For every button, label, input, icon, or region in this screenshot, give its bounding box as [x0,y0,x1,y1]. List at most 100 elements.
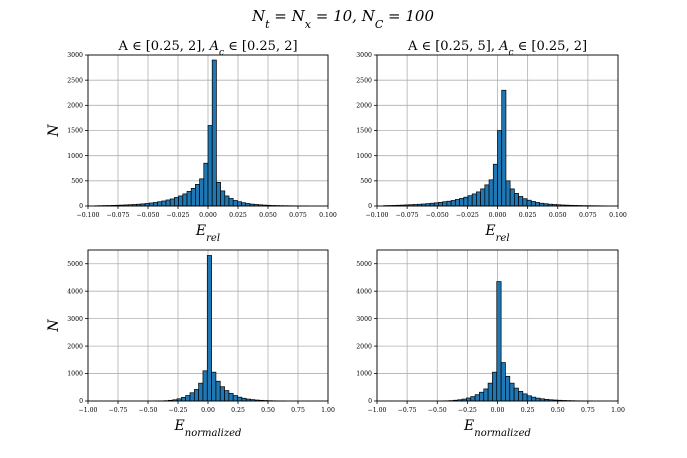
x-tick-label: 0.050 [549,212,567,219]
y-tick-label: 5000 [67,261,83,268]
histogram-bar [505,375,511,402]
y-tick-label: 2000 [67,343,83,350]
x-tick-label: −0.50 [139,407,158,414]
histogram-bar [509,188,515,207]
x-tick-label: −0.050 [137,212,160,219]
histogram-bar [484,184,490,207]
histogram-top-left: −0.100 −0.075 −0.050 −0.025 0.000 0.025 0.050 0… [46,39,337,244]
y-tick-label: 2000 [67,103,83,110]
histogram-bar [514,193,519,207]
x-axis-label: Erel [484,223,509,244]
x-tick-label: −0.50 [428,407,447,414]
y-tick-label: 3000 [67,52,83,59]
histogram-bar [501,89,507,207]
x-tick-label: 0.075 [289,212,307,219]
histogram-bar [476,191,481,207]
x-tick-label: 0.025 [229,212,247,219]
x-tick-label: −1.00 [79,407,98,414]
y-tick-label: 1000 [356,371,372,378]
histogram-bar [219,386,225,402]
histogram-bar [206,255,212,402]
x-tick-label: 0.25 [521,407,535,414]
histogram-bar [442,201,448,207]
histogram-bar [492,371,498,402]
histogram-bar [169,198,175,207]
y-tick-label: 0 [79,398,83,405]
y-axis-label: N [46,319,62,333]
x-axis-label: Erel [195,223,220,244]
histogram-bar [522,198,528,207]
histogram-bar [438,202,444,207]
y-tick-label: 2000 [356,103,372,110]
y-tick-label: 0 [368,203,372,210]
y-tick-label: 2500 [67,77,83,84]
histogram-bar [189,392,195,402]
x-tick-label: −0.025 [167,212,190,219]
y-tick-label: 1000 [67,153,83,160]
histogram-bar [531,396,537,402]
histogram-bar [459,198,465,207]
x-tick-label: −0.025 [456,212,479,219]
histogram-bar [505,180,511,207]
histogram-bar [466,397,472,402]
x-tick-label: −0.25 [458,407,477,414]
x-tick-label: 0.100 [609,212,627,219]
histogram-bar [224,390,230,402]
histogram-bar [216,181,221,207]
histogram-bar [535,202,541,207]
y-tick-label: 1500 [356,128,372,135]
y-tick-label: 1000 [356,153,372,160]
histogram-bar [174,197,179,207]
y-tick-label: 3000 [67,316,83,323]
histogram-bar [232,395,238,402]
figure-suptitle: Nt = Nx = 10, NC = 100 [251,7,434,31]
histogram-bar [148,202,154,207]
y-tick-label: 1500 [67,128,83,135]
histogram-bar [178,195,184,207]
histogram-bar [186,191,192,207]
y-tick-label: 1000 [67,371,83,378]
histogram-bar [241,202,247,207]
histogram-bar [450,200,456,207]
histogram-bar [161,200,167,207]
x-tick-label: 0.75 [581,407,595,414]
x-tick-label: 0.00 [491,407,505,414]
histogram-bar [454,199,460,207]
histogram-bar [211,371,217,402]
histogram-bar [165,199,171,207]
histogram-bar [487,382,493,402]
y-axis-label: N [46,124,62,138]
histogram-bar [215,380,221,402]
x-tick-label: 0.025 [519,212,537,219]
histogram-bar [157,201,163,207]
histogram-bar [185,395,191,402]
x-tick-label: 0.100 [319,212,337,219]
histogram-bottom-left: −1.00 −0.75 −0.50 −0.25 0.00 0.25 0.50 0.75 1.00… [46,249,335,439]
histogram-bar [530,201,536,207]
histogram-bar [199,178,205,207]
histogram-bottom-right: −1.00 −0.75 −0.50 −0.25 0.00 0.25 0.50 0.75 1.00… [356,249,625,439]
histogram-bar [203,162,209,207]
histogram-bar [479,391,485,402]
histogram-bar [446,200,452,207]
histogram-bar [228,198,234,207]
histogram-bar [509,382,515,402]
histogram-bar [220,190,226,207]
y-tick-label: 0 [368,398,372,405]
histogram-bar [463,196,469,207]
y-tick-label: 0 [79,203,83,210]
subplot-title: A ∈ [0.25, 5], Ac ∈ [0.25, 2] [407,39,587,58]
histogram-bar [190,188,196,207]
histogram-bar [497,130,503,207]
histogram-bar [433,202,439,207]
histogram-bar [224,195,230,207]
y-tick-label: 500 [360,178,372,185]
x-tick-label: 0.00 [201,407,215,414]
histogram-bar [518,196,524,207]
x-tick-label: 0.000 [199,212,217,219]
y-tick-label: 3000 [356,316,372,323]
y-tick-label: 4000 [356,288,372,295]
x-tick-label: −0.100 [77,212,100,219]
x-tick-label: 0.25 [231,407,245,414]
